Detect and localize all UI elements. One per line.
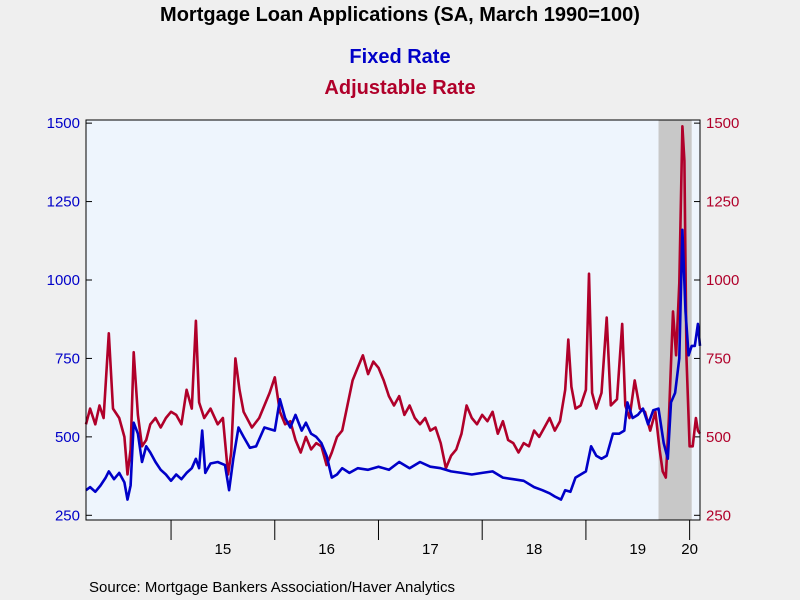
- y-tick-label-left: 750: [55, 350, 80, 367]
- tick-marks: [86, 122, 700, 540]
- y-tick-label-right: 500: [706, 429, 731, 446]
- legend-fixed-rate: Fixed Rate: [349, 46, 450, 68]
- source-note: Source: Mortgage Bankers Association/Hav…: [89, 579, 455, 596]
- chart-title: Mortgage Loan Applications (SA, March 19…: [160, 4, 640, 26]
- x-tick-label: 16: [318, 541, 335, 558]
- y-tick-label-left: 1500: [47, 115, 80, 132]
- legend-adjustable-rate: Adjustable Rate: [324, 77, 475, 99]
- plot-area: [85, 119, 701, 521]
- x-tick-label: 17: [422, 541, 439, 558]
- y-tick-label-left: 250: [55, 507, 80, 524]
- y-axis-left-labels: 250 500 750 1000 1250 1500: [47, 115, 80, 524]
- y-axis-right-labels: 250 500 750 1000 1250 1500: [706, 115, 739, 524]
- y-tick-label-right: 250: [706, 507, 731, 524]
- adjustable-rate-line: [84, 125, 702, 479]
- y-tick-label-left: 500: [55, 429, 80, 446]
- fixed-rate-line: [85, 228, 702, 501]
- x-tick-label: 19: [629, 541, 646, 558]
- plot-border: [85, 119, 701, 521]
- x-tick-label: 18: [526, 541, 543, 558]
- x-tick-label: 15: [215, 541, 232, 558]
- y-tick-label-right: 1500: [706, 115, 739, 132]
- y-tick-label-right: 1000: [706, 272, 739, 289]
- y-tick-label-right: 1250: [706, 194, 739, 211]
- x-axis-labels: 15 16 17 18 19 20: [215, 541, 698, 558]
- x-tick-label: 20: [681, 541, 698, 558]
- y-tick-label-left: 1000: [47, 272, 80, 289]
- y-tick-label-right: 750: [706, 350, 731, 367]
- y-tick-label-left: 1250: [47, 194, 80, 211]
